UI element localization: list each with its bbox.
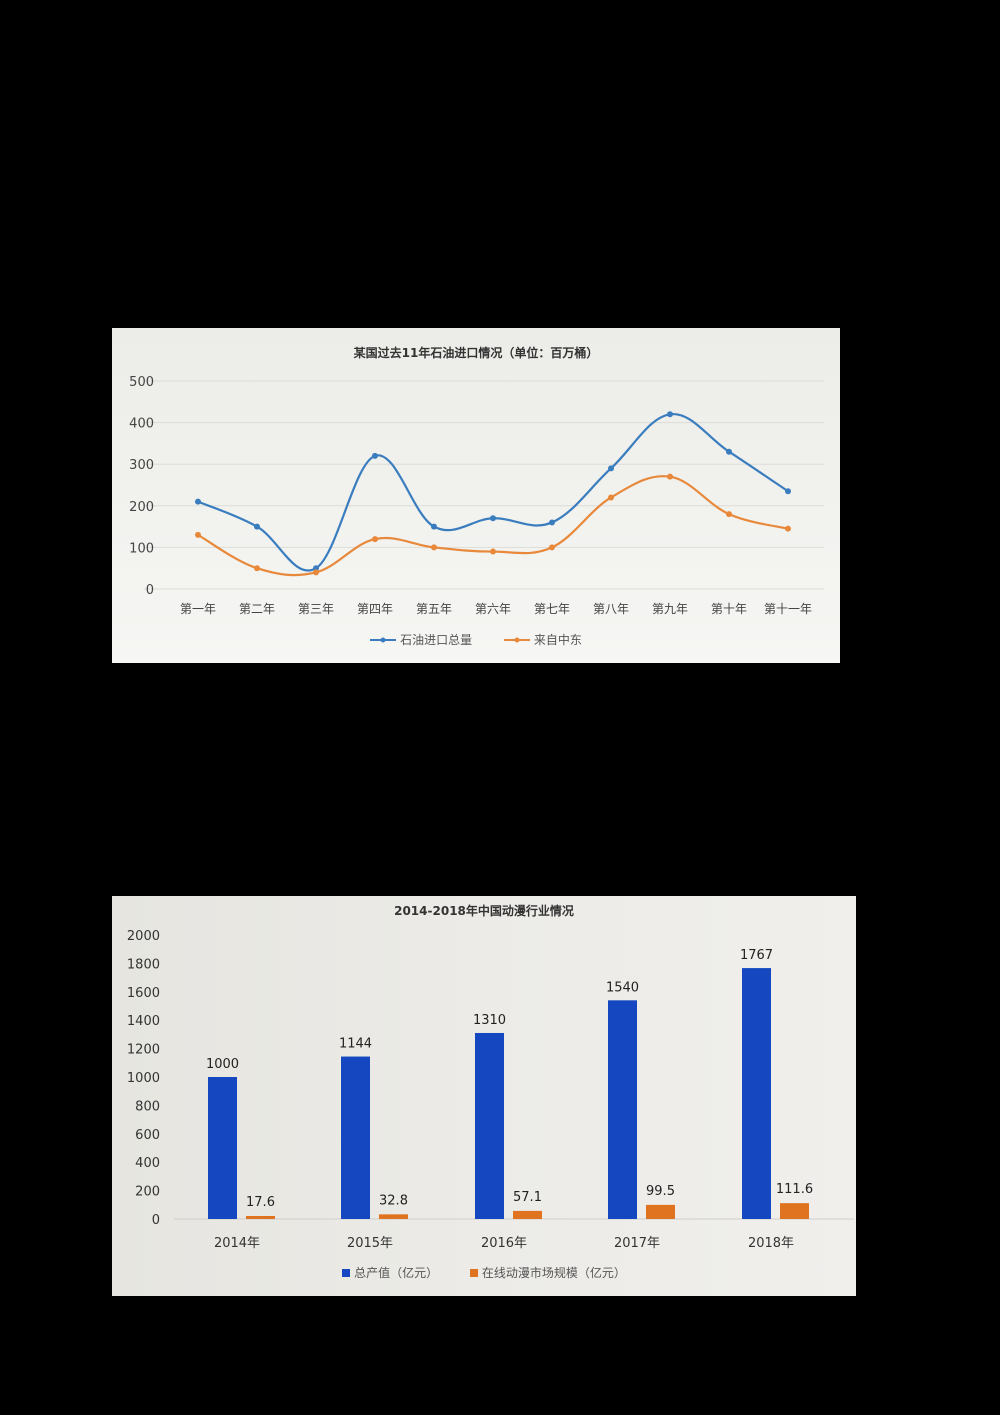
x-tick-label: 第五年 (416, 602, 452, 616)
legend-item-total: 石油进口总量 (370, 631, 472, 648)
bar-total-output (475, 1032, 504, 1219)
bar-online-market (379, 1214, 408, 1219)
y-tick-label: 400 (135, 1156, 160, 1171)
series-line (197, 413, 789, 572)
x-tick-label: 第一年 (180, 602, 216, 616)
data-point (254, 523, 260, 530)
data-point (431, 523, 437, 530)
bar-online-market (246, 1216, 275, 1219)
bar-value-label: 1144 (339, 1037, 372, 1052)
y-tick-label: 1800 (127, 957, 160, 972)
y-tick-label: 1600 (127, 986, 160, 1001)
chart-legend: 总产值（亿元） 在线动漫市场规模（亿元） (112, 1264, 856, 1281)
bar-value-label: 1310 (473, 1013, 506, 1028)
y-tick-label: 2000 (127, 929, 160, 944)
bar-online-market (646, 1204, 675, 1219)
x-tick-label: 第十年 (711, 602, 747, 616)
y-tick-label: 300 (129, 458, 154, 473)
bar-total-output (208, 1077, 237, 1219)
legend-label: 来自中东 (533, 633, 582, 647)
x-tick-label: 第十一年 (764, 602, 812, 616)
y-tick-label: 100 (129, 541, 154, 556)
y-tick-label: 200 (129, 500, 154, 515)
data-point (431, 544, 437, 551)
x-tick-label: 第七年 (534, 602, 570, 616)
data-point (313, 565, 319, 572)
data-point (195, 531, 201, 538)
y-tick-label: 600 (135, 1128, 160, 1143)
legend-label: 总产值（亿元） (354, 1266, 439, 1280)
data-point (313, 569, 319, 576)
data-point (726, 511, 732, 518)
chart-title: 某国过去11年石油进口情况（单位：百万桶） (353, 346, 599, 360)
data-point (608, 465, 614, 472)
y-tick-label: 400 (129, 417, 154, 432)
bar-online-market (513, 1210, 542, 1219)
y-tick-label: 500 (129, 375, 154, 390)
bar-value-label: 1540 (606, 980, 639, 995)
x-tick-label: 第三年 (298, 602, 334, 616)
bar-total-output (742, 968, 771, 1219)
y-tick-label: 200 (135, 1185, 160, 1200)
series-line (197, 475, 789, 577)
x-tick-label: 第八年 (593, 602, 629, 616)
data-point (490, 515, 496, 522)
legend-square-icon (469, 1268, 478, 1277)
bar-value-label: 57.1 (513, 1190, 542, 1205)
x-tick-label: 第九年 (652, 602, 688, 616)
legend-item-online-market: 在线动漫市场规模（亿元） (469, 1264, 626, 1281)
bar-value-label: 17.6 (246, 1195, 275, 1210)
x-tick-label: 2018年 (748, 1236, 794, 1251)
line-plot-area: 0 100 200 300 400 500 第一年 第二年 第三年 第四年 第五年 第六年 第七年 第八年… (129, 375, 824, 616)
legend-item-total-output: 总产值（亿元） (342, 1264, 438, 1281)
legend-line-marker-icon (370, 637, 397, 642)
data-point (785, 525, 791, 532)
y-tick-label: 1200 (127, 1043, 160, 1058)
x-tick-label: 第四年 (357, 602, 393, 616)
data-point (254, 565, 260, 572)
bar-value-label: 32.8 (379, 1193, 408, 1208)
x-tick-label: 第二年 (239, 602, 275, 616)
data-point (549, 544, 555, 551)
data-point (372, 536, 378, 543)
oil-import-line-chart: 某国过去11年石油进口情况（单位：百万桶） 0 100 200 300 400 500 第一… (112, 328, 840, 663)
bar-total-output (608, 1000, 637, 1219)
data-point (490, 548, 496, 555)
bar-plot-area: 0 200 400 600 800 1000 1200 1400 1600 1800 2000 100… (127, 929, 854, 1251)
y-tick-label: 0 (146, 583, 154, 598)
y-tick-label: 1400 (127, 1014, 160, 1029)
bar-value-label: 99.5 (646, 1184, 675, 1199)
bar-value-label: 1767 (740, 948, 773, 963)
data-point (667, 473, 673, 480)
legend-label: 石油进口总量 (400, 633, 473, 647)
x-tick-label: 2017年 (614, 1236, 660, 1251)
x-tick-label: 2016年 (481, 1236, 527, 1251)
x-tick-label: 第六年 (475, 602, 511, 616)
data-point (372, 452, 378, 459)
chart-title: 2014-2018年中国动漫行业情况 (394, 904, 574, 918)
data-point (195, 498, 201, 505)
bar-value-label: 1000 (206, 1057, 239, 1072)
legend-line-marker-icon (503, 637, 530, 642)
data-point (785, 488, 791, 495)
animation-industry-bar-chart: 2014-2018年中国动漫行业情况 0 200 400 600 800 1000 1200… (112, 896, 856, 1296)
y-tick-label: 800 (135, 1099, 160, 1114)
x-tick-label: 2015年 (347, 1236, 393, 1251)
data-point (549, 519, 555, 526)
x-tick-label: 2014年 (214, 1236, 260, 1251)
chart-legend: 石油进口总量 来自中东 (112, 631, 840, 648)
data-point (608, 494, 614, 501)
y-tick-label: 0 (152, 1213, 160, 1228)
data-point (726, 448, 732, 455)
data-point (667, 411, 673, 418)
bar-total-output (341, 1056, 370, 1219)
legend-square-icon (342, 1268, 351, 1277)
bar-value-label: 111.6 (776, 1182, 813, 1197)
y-tick-label: 1000 (127, 1071, 160, 1086)
legend-label: 在线动漫市场规模（亿元） (481, 1266, 626, 1280)
legend-item-middle-east: 来自中东 (503, 631, 582, 648)
bar-online-market (780, 1203, 809, 1219)
